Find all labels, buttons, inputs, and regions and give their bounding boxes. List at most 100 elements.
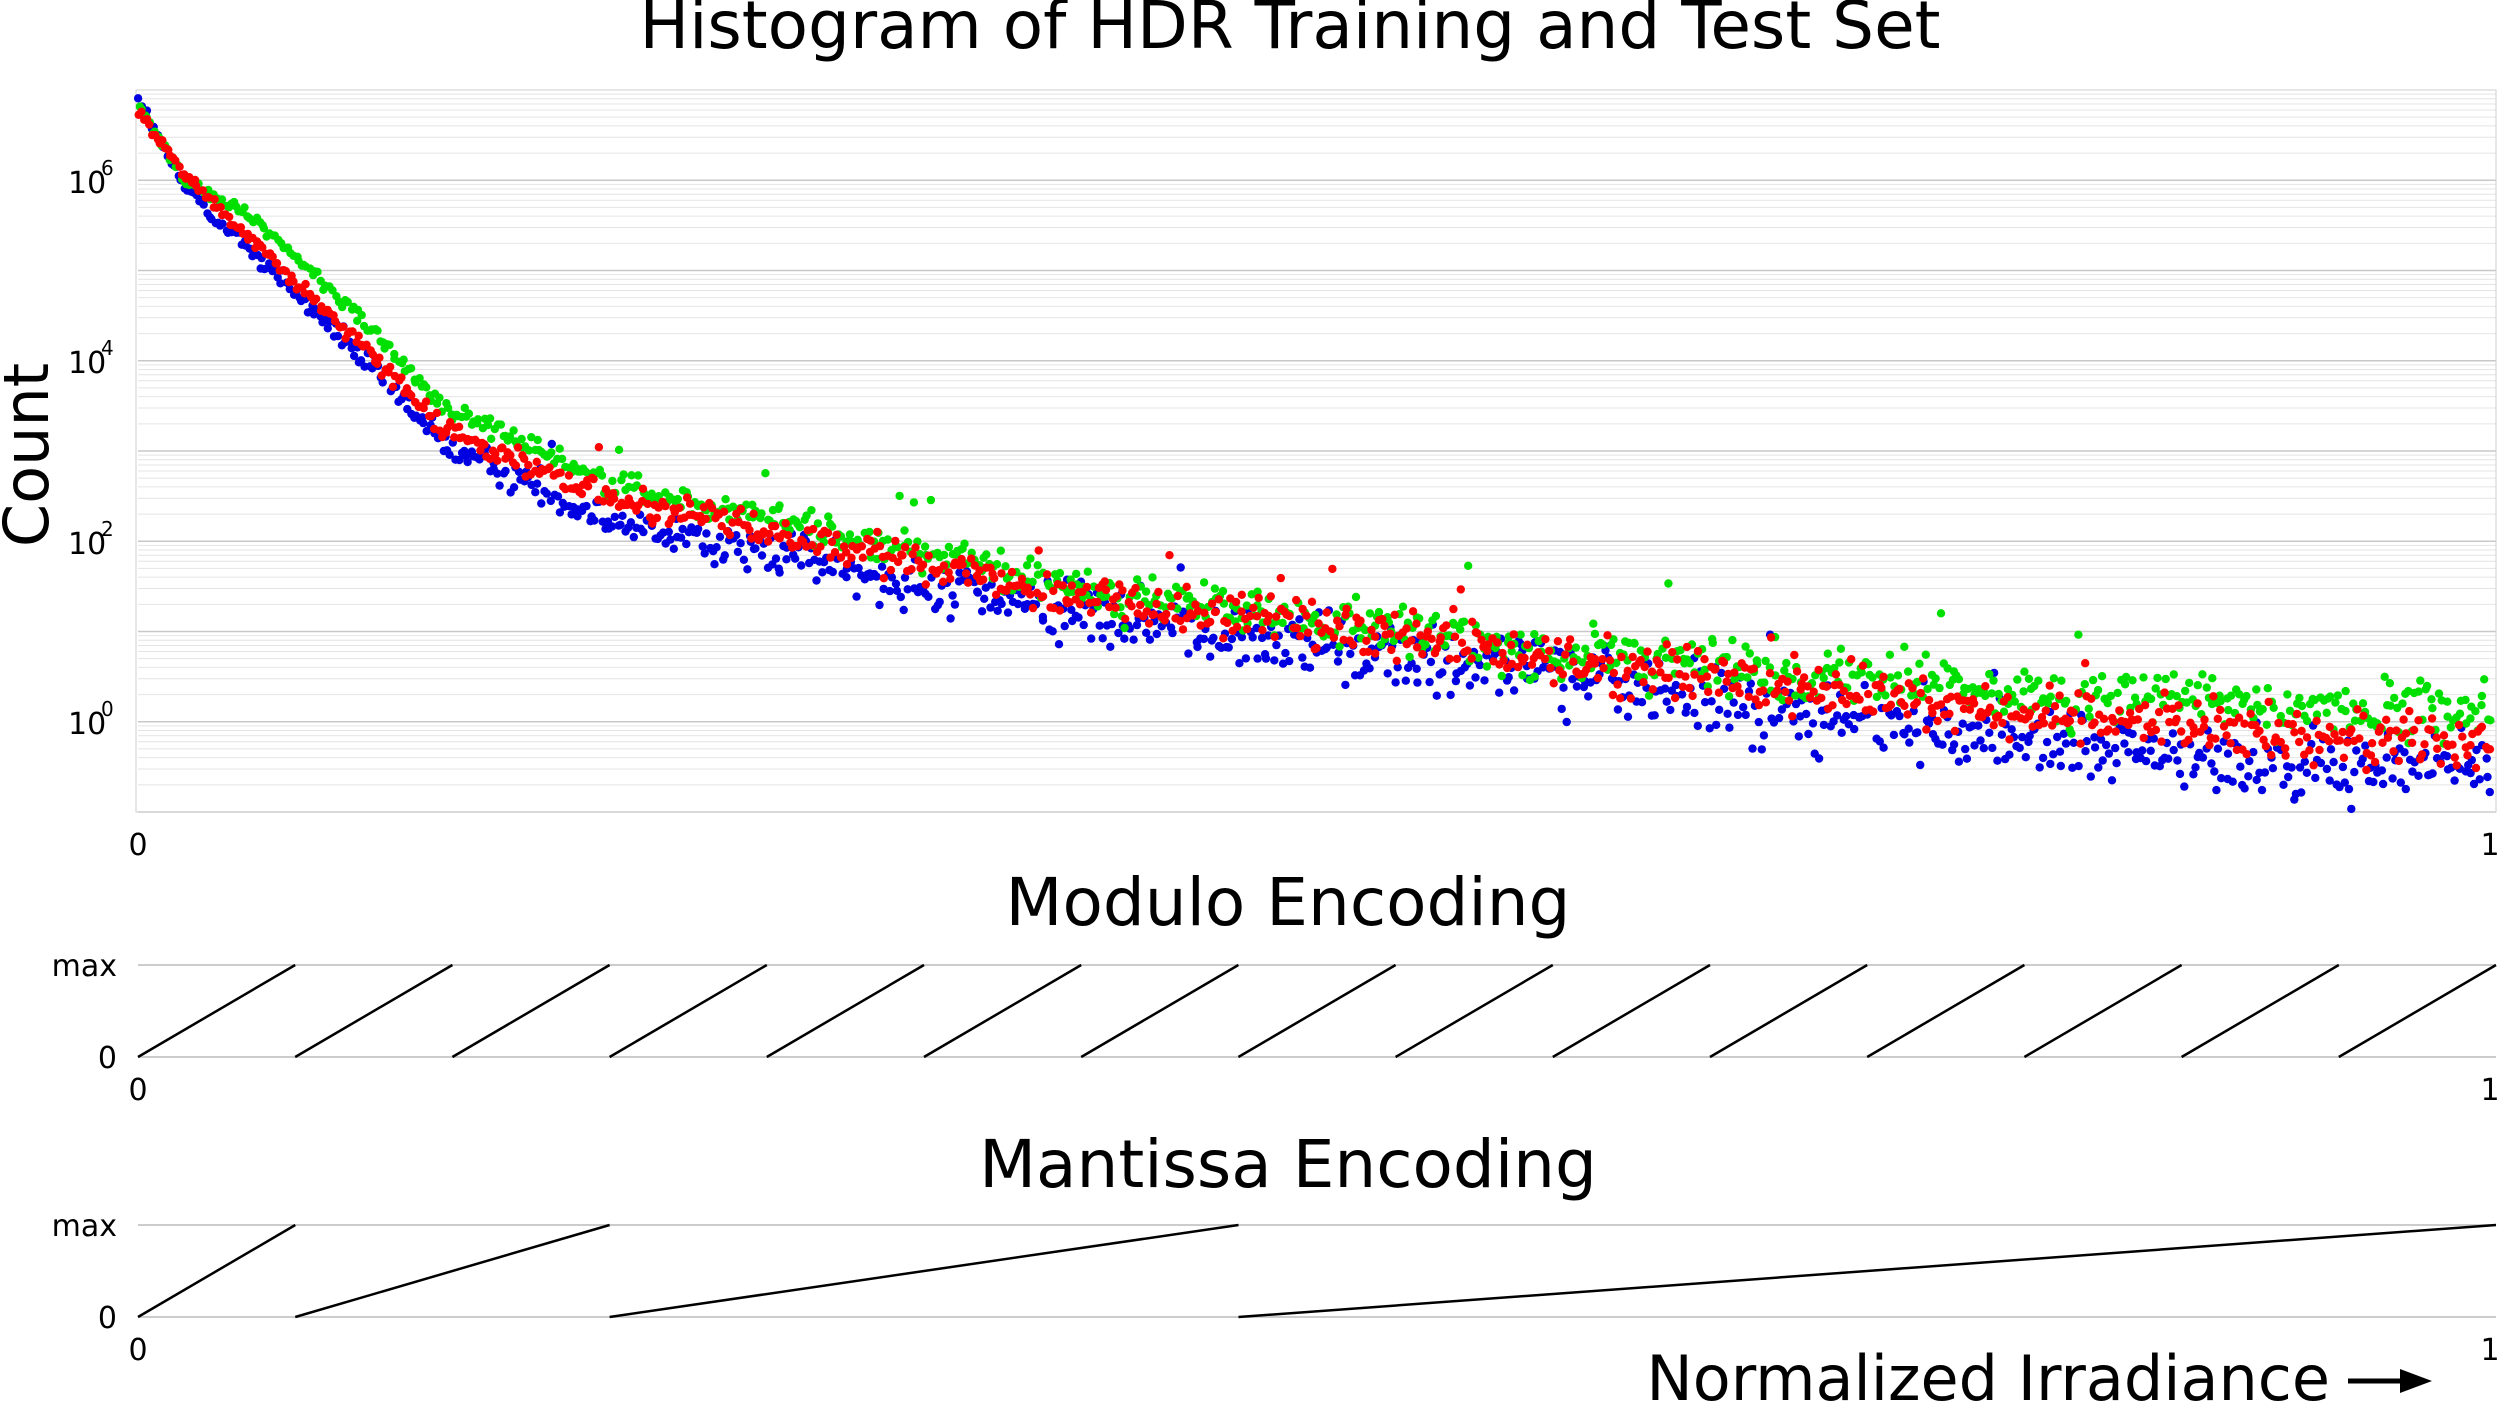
histogram-point	[938, 577, 948, 586]
histogram-point	[1365, 664, 1374, 673]
histogram-point	[1371, 649, 1380, 658]
histogram-point	[464, 409, 474, 418]
histogram-point	[1129, 635, 1138, 644]
histogram-point	[555, 444, 564, 453]
histogram-point	[1176, 616, 1185, 626]
histogram-point	[2261, 742, 2271, 751]
histogram-point	[866, 536, 875, 545]
histogram-point	[2370, 757, 2380, 767]
histogram-point	[599, 497, 608, 506]
histogram-point	[793, 541, 802, 551]
histogram-point	[1885, 650, 1895, 659]
histogram-point	[1728, 635, 1737, 645]
histogram-point	[240, 203, 249, 212]
histogram-point	[483, 420, 493, 430]
histogram-point	[1001, 562, 1010, 571]
histogram-point	[1527, 660, 1537, 669]
histogram-point	[2124, 748, 2133, 757]
histogram-point	[1370, 632, 1380, 641]
histogram-point	[903, 585, 912, 594]
histogram-point	[2039, 719, 2049, 728]
histogram-point	[828, 567, 837, 577]
histogram-point	[2024, 674, 2034, 683]
histogram-point	[2297, 726, 2306, 736]
histogram-point	[1098, 634, 1107, 643]
histogram-point	[2407, 738, 2417, 747]
histogram-point	[2290, 728, 2299, 737]
histogram-point	[2300, 757, 2309, 766]
histogram-point	[2274, 718, 2283, 728]
histogram-point	[422, 426, 431, 436]
histogram-point	[2242, 691, 2251, 701]
histogram-point	[2283, 690, 2292, 699]
histogram-point	[1270, 632, 1279, 642]
histogram-point	[419, 404, 428, 413]
histogram-point	[1264, 611, 1274, 621]
histogram-point	[2267, 750, 2276, 760]
histogram-point	[2235, 690, 2244, 699]
histogram-point	[1445, 654, 1454, 663]
histogram-point	[1693, 646, 1703, 656]
histogram-point	[1339, 635, 1348, 645]
histogram-point	[1558, 670, 1568, 679]
histogram-point	[791, 554, 800, 563]
histogram-point	[961, 569, 971, 578]
histogram-point	[463, 457, 472, 467]
histogram-point	[505, 432, 515, 441]
histogram-point	[2074, 630, 2083, 639]
histogram-point	[2198, 753, 2208, 762]
histogram-point	[1541, 635, 1550, 644]
histogram-point	[2003, 692, 2012, 702]
histogram-point	[2315, 745, 2324, 755]
histogram-point	[1711, 664, 1720, 674]
histogram-point	[2244, 772, 2253, 781]
histogram-point	[2295, 737, 2304, 747]
histogram-point	[2015, 743, 2024, 753]
histogram-point	[407, 391, 416, 400]
histogram-point	[700, 549, 709, 558]
histogram-point	[2199, 722, 2209, 731]
histogram-point	[1879, 672, 1888, 681]
histogram-point	[1087, 634, 1096, 643]
histogram-point	[2005, 735, 2014, 744]
histogram-point	[1237, 633, 1247, 642]
histogram-point	[1311, 610, 1320, 620]
histogram-point	[634, 471, 643, 480]
histogram-point	[2486, 716, 2495, 725]
histogram-point	[977, 607, 987, 616]
histogram-point	[555, 508, 565, 517]
histogram-point	[1431, 611, 1441, 621]
histogram-point	[2226, 739, 2235, 748]
histogram-point	[701, 514, 710, 524]
histogram-point	[2115, 706, 2124, 715]
histogram-point	[1305, 663, 1315, 672]
histogram-point	[1814, 754, 1824, 763]
histogram-point	[1107, 619, 1117, 629]
histogram-point	[1690, 670, 1699, 679]
histogram-point	[1708, 638, 1718, 648]
histogram-x-tick-1: 1	[2480, 828, 2499, 863]
histogram-point	[1154, 587, 1163, 597]
histogram-point	[944, 542, 954, 552]
histogram-point	[339, 322, 348, 331]
y-tick-label-1e4: 10 4	[68, 336, 114, 381]
histogram-point	[1748, 744, 1757, 753]
histogram-point	[997, 569, 1006, 578]
histogram-point	[2259, 735, 2268, 744]
histogram-point	[967, 554, 976, 563]
histogram-point	[1176, 563, 1185, 572]
histogram-point	[2087, 694, 2096, 703]
histogram-point	[422, 383, 431, 392]
histogram-point	[338, 302, 347, 312]
histogram-point	[892, 586, 902, 595]
histogram-point	[1766, 633, 1776, 642]
histogram-point	[1252, 612, 1262, 621]
histogram-point	[2331, 698, 2340, 707]
histogram-point	[2450, 776, 2459, 785]
histogram-point	[2330, 730, 2339, 739]
histogram-point	[406, 364, 416, 373]
histogram-point	[2189, 770, 2198, 779]
histogram-point	[2061, 739, 2071, 748]
histogram-point	[2341, 706, 2350, 716]
histogram-point	[921, 580, 930, 589]
